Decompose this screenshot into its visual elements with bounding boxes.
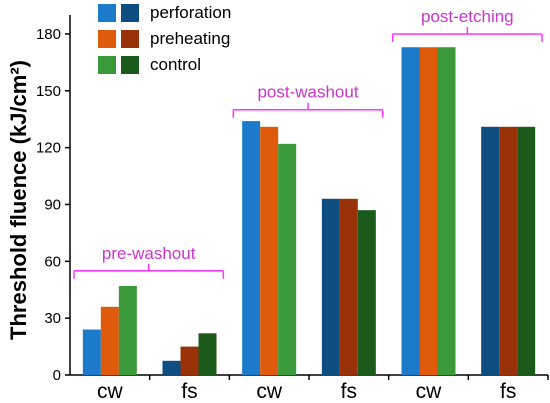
bar-preheating-cw-4: [419, 47, 438, 376]
y-tick-label: 120: [36, 140, 61, 157]
x-tick-label: cw: [97, 380, 124, 403]
legend-label-preheating: preheating: [150, 29, 230, 48]
x-tick-label: fs: [500, 380, 516, 403]
bar-preheating-fs-5: [499, 126, 518, 375]
legend-swatch-preheating-cw: [98, 30, 116, 48]
x-tick-label: fs: [341, 380, 357, 403]
group-label-0: pre-washout: [102, 244, 196, 263]
bar-control-fs-5: [517, 126, 536, 375]
legend-label-perforation: perforation: [150, 3, 231, 22]
bar-preheating-cw-0: [100, 306, 119, 375]
y-tick-label: 0: [53, 367, 61, 384]
legend-swatch-preheating-fs: [121, 30, 139, 48]
y-tick-label: 150: [36, 83, 61, 100]
y-tick-label: 30: [44, 310, 61, 327]
bar-perforation-fs-5: [481, 126, 500, 375]
legend-swatch-control-cw: [98, 56, 116, 74]
bar-preheating-fs-1: [180, 346, 199, 375]
bar-control-fs-1: [198, 333, 217, 375]
bar-perforation-fs-3: [321, 198, 340, 375]
legend-swatch-perforation-fs: [121, 4, 139, 22]
bar-control-fs-3: [357, 210, 376, 375]
bar-control-cw-4: [437, 47, 456, 376]
legend-label-control: control: [150, 55, 201, 74]
y-axis-label: Threshold fluence (kJ/cm²): [6, 60, 31, 340]
group-annotations: pre-washout post-washout post-etching: [73, 7, 543, 279]
axes: 0 30 60 90 120 150 180 cw fs cw fs cw fs: [36, 15, 549, 403]
bar-perforation-cw-0: [82, 329, 101, 375]
bar-preheating-fs-3: [339, 198, 358, 375]
legend-swatch-control-fs: [121, 56, 139, 74]
legend-swatch-perforation-cw: [98, 4, 116, 22]
bar-control-cw-2: [278, 143, 297, 375]
bar-perforation-fs-1: [162, 360, 181, 375]
bar-control-cw-0: [118, 285, 137, 375]
y-tick-label: 90: [44, 196, 61, 213]
group-label-2: post-etching: [421, 7, 514, 26]
y-tick-label: 180: [36, 26, 61, 43]
legend: perforation preheating control: [98, 3, 231, 74]
bar-preheating-cw-2: [260, 126, 279, 375]
x-tick-label: fs: [181, 380, 197, 403]
bars: [82, 47, 536, 376]
x-tick-label: cw: [416, 380, 443, 403]
bar-perforation-cw-4: [401, 47, 420, 376]
y-tick-label: 60: [44, 253, 61, 270]
x-tick-label: cw: [256, 380, 283, 403]
group-label-1: post-washout: [257, 83, 358, 102]
bar-perforation-cw-2: [242, 121, 261, 376]
